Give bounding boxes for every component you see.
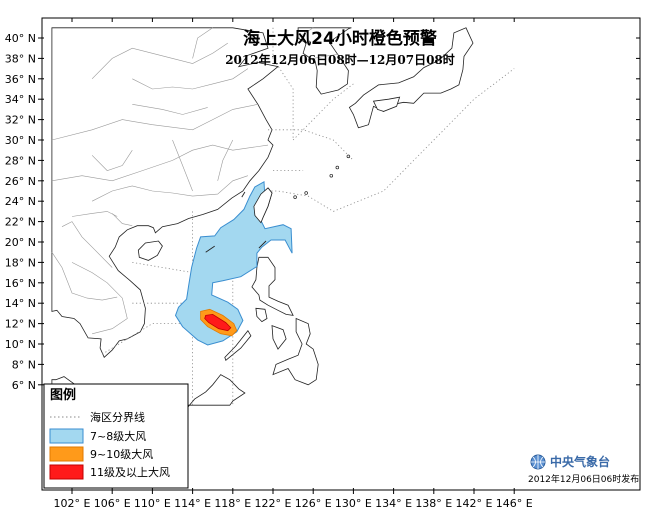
x-tick-label: 134° E xyxy=(375,497,412,510)
x-tick-label: 106° E xyxy=(94,497,131,510)
legend-label-11: 11级及以上大风 xyxy=(90,465,170,479)
palawan-coast xyxy=(224,329,252,361)
y-tick-label: 26° N xyxy=(5,175,36,188)
province-border xyxy=(71,262,128,335)
y-tick-label: 36° N xyxy=(5,73,36,86)
y-tick-label: 10° N xyxy=(5,338,36,351)
province-border xyxy=(51,144,269,182)
province-border xyxy=(313,54,339,59)
y-tick-label: 30° N xyxy=(5,134,36,147)
y-tick-label: 40° N xyxy=(5,32,36,45)
y-tick-label: 24° N xyxy=(5,195,36,208)
province-border xyxy=(71,211,118,217)
y-tick-label: 18° N xyxy=(5,256,36,269)
ryukyu-island xyxy=(304,191,308,195)
axis-ticks: 102° E 106° E 110° E 114° E 118° E 122° E 126°… xyxy=(5,18,640,510)
ryukyu-island xyxy=(329,173,334,178)
warning-zones xyxy=(174,180,293,346)
x-tick-label: 146° E xyxy=(496,497,533,510)
x-tick-label: 114° E xyxy=(174,497,211,510)
province-border xyxy=(172,139,193,192)
y-tick-label: 8° N xyxy=(12,358,36,371)
x-tick-label: 118° E xyxy=(214,497,251,510)
legend-swatch-910 xyxy=(49,446,84,462)
x-tick-label: 138° E xyxy=(415,497,452,510)
y-tick-label: 34° N xyxy=(5,93,36,106)
sea-area-boundary xyxy=(272,27,294,140)
cma-logo: 中央气象台 xyxy=(530,454,610,470)
province-border xyxy=(132,68,249,90)
ryukyu-island xyxy=(293,195,297,199)
province-border xyxy=(91,150,133,171)
zone-78 xyxy=(174,180,293,346)
ryukyu-island xyxy=(335,165,340,170)
legend-label-boundary: 海区分界线 xyxy=(90,410,145,424)
x-tick-label: 102° E xyxy=(54,497,91,510)
province-border xyxy=(51,104,258,141)
organization-name: 中央气象台 xyxy=(550,454,610,469)
sea-area-boundary xyxy=(101,323,193,355)
y-tick-label: 6° N xyxy=(12,379,36,392)
province-border xyxy=(61,221,113,268)
mindanao-coast xyxy=(272,317,319,386)
y-tick-label: 28° N xyxy=(5,154,36,167)
luzon-coast xyxy=(251,256,294,316)
panay-coast xyxy=(271,325,287,350)
zone-11 xyxy=(204,313,232,332)
mindoro-coast xyxy=(255,307,268,323)
y-tick-label: 16° N xyxy=(5,277,36,290)
geography xyxy=(51,27,515,429)
hainan-coast xyxy=(137,240,163,261)
x-tick-label: 142° E xyxy=(456,497,493,510)
y-tick-label: 20° N xyxy=(5,236,36,249)
legend: 图例 海区分界线 7~8级大风 9~10级大风 11级及以上大风 xyxy=(43,383,189,489)
x-tick-label: 122° E xyxy=(255,497,292,510)
map-subtitle: 2012年12月06日08时—12月07日08时 xyxy=(225,52,455,67)
x-tick-label: 130° E xyxy=(335,497,372,510)
taiwan-overlay xyxy=(253,187,273,224)
province-border xyxy=(91,42,228,80)
map-title: 海上大风24小时橙色预警 xyxy=(243,28,437,49)
x-tick-label: 126° E xyxy=(295,497,332,510)
legend-label-78: 7~8级大风 xyxy=(90,429,146,443)
shikoku-coast xyxy=(372,96,401,112)
issued-time: 2012年12月06日06时发布 xyxy=(528,473,639,485)
province-border xyxy=(192,27,213,59)
island-mark xyxy=(258,240,267,249)
legend-swatch-11 xyxy=(49,464,84,480)
island-mark xyxy=(241,191,246,198)
y-tick-label: 38° N xyxy=(5,52,36,65)
province-border xyxy=(132,104,208,115)
province-border xyxy=(297,27,314,39)
sea-area-boundary xyxy=(132,262,254,273)
province-border xyxy=(51,252,118,301)
province-border xyxy=(217,139,234,181)
y-tick-label: 22° N xyxy=(5,216,36,229)
province-border xyxy=(111,213,133,226)
sea-area-boundary xyxy=(292,83,354,141)
legend-label-910: 9~10级大风 xyxy=(90,447,153,461)
y-tick-label: 12° N xyxy=(5,318,36,331)
legend-title: 图例 xyxy=(50,387,76,403)
province-border xyxy=(91,175,248,202)
globe-icon-lines xyxy=(531,455,545,469)
korea-coast xyxy=(297,27,352,95)
x-tick-label: 110° E xyxy=(134,497,171,510)
y-tick-label: 32° N xyxy=(5,114,36,127)
legend-swatch-78 xyxy=(49,428,84,444)
island-mark xyxy=(205,245,215,253)
y-tick-label: 14° N xyxy=(5,297,36,310)
